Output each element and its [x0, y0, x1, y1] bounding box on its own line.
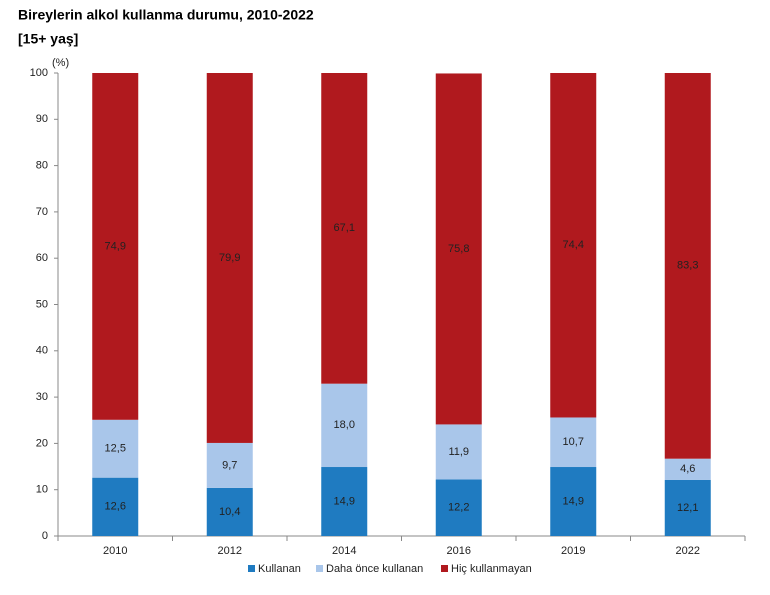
- data-label: 12,2: [448, 502, 469, 514]
- data-label: 14,9: [563, 495, 584, 507]
- chart-title: Bireylerin alkol kullanma durumu, 2010-2…: [18, 7, 314, 23]
- bar-segment: [92, 419, 139, 478]
- data-label: 14,9: [334, 495, 355, 507]
- bar-segment: [206, 487, 253, 536]
- chart-subtitle: [15+ yaş]: [18, 31, 78, 47]
- bar-segment: [664, 73, 711, 459]
- y-tick-label: 40: [36, 345, 48, 357]
- data-label: 4,6: [680, 463, 695, 475]
- bar-segment: [550, 73, 597, 418]
- x-tick-label: 2019: [561, 545, 585, 557]
- bar-segment: [321, 383, 368, 468]
- x-tick-label: 2014: [332, 545, 356, 557]
- x-tick-label: 2016: [447, 545, 471, 557]
- y-tick-label: 90: [36, 113, 48, 125]
- bar-segment: [435, 424, 482, 480]
- legend-label: Hiç kullanmayan: [451, 563, 532, 575]
- x-tick-label: 2022: [676, 545, 700, 557]
- legend-swatch: [316, 565, 323, 572]
- legend-label: Kullanan: [258, 563, 301, 575]
- x-tick-label: 2012: [218, 545, 242, 557]
- bar-segment: [92, 73, 139, 420]
- data-label: 67,1: [334, 222, 355, 234]
- data-label: 11,9: [448, 446, 469, 458]
- y-tick-label: 10: [36, 484, 48, 496]
- y-tick-label: 50: [36, 298, 48, 310]
- bar-segment: [664, 479, 711, 536]
- legend-swatch: [441, 565, 448, 572]
- legend-swatch: [248, 565, 255, 572]
- bar-segment: [206, 73, 253, 443]
- y-tick-label: 0: [42, 530, 48, 542]
- data-label: 79,9: [219, 252, 240, 264]
- data-label: 12,5: [105, 443, 126, 455]
- y-tick-label: 80: [36, 160, 48, 172]
- bar-segment: [435, 73, 482, 425]
- bar-segment: [664, 458, 711, 480]
- data-label: 10,7: [563, 436, 584, 448]
- data-label: 12,6: [105, 501, 126, 513]
- y-tick-label: 100: [30, 67, 48, 79]
- bar-segment: [550, 467, 597, 536]
- y-tick-label: 70: [36, 206, 48, 218]
- bar-segment: [550, 417, 597, 468]
- bar-segment: [321, 73, 368, 384]
- y-tick-label: 60: [36, 252, 48, 264]
- bar-segment: [321, 467, 368, 536]
- data-label: 75,8: [448, 243, 469, 255]
- data-label: 74,9: [105, 240, 126, 252]
- data-label: 83,3: [677, 260, 698, 272]
- data-label: 10,4: [219, 506, 240, 518]
- data-label: 74,4: [563, 239, 584, 251]
- y-axis-label: (%): [52, 57, 69, 69]
- bar-segment: [435, 479, 482, 536]
- x-tick-label: 2010: [103, 545, 127, 557]
- data-label: 18,0: [334, 419, 355, 431]
- legend-label: Daha önce kullanan: [326, 563, 423, 575]
- y-tick-label: 30: [36, 391, 48, 403]
- y-tick-label: 20: [36, 437, 48, 449]
- data-label: 12,1: [677, 502, 698, 514]
- bar-segment: [206, 442, 253, 488]
- data-label: 9,7: [222, 459, 237, 471]
- bar-segment: [92, 477, 139, 536]
